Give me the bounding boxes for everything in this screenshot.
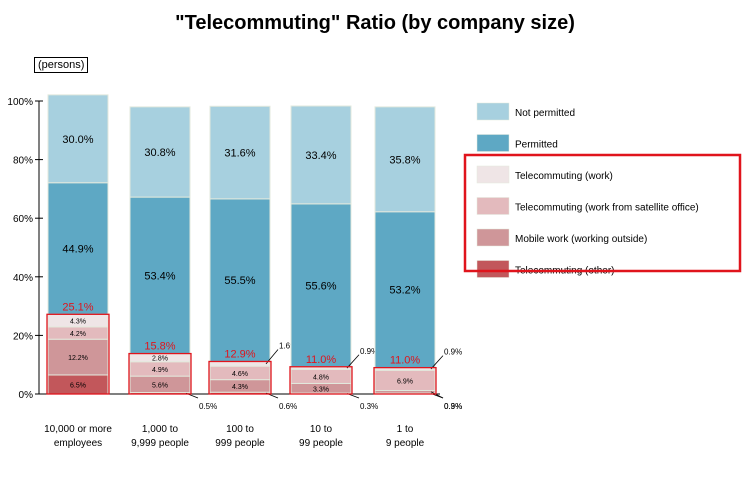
legend-highlight-box bbox=[463, 153, 742, 273]
telecommuting-total-label: 11.0% bbox=[306, 354, 337, 366]
data-label-tc_2: 4.9% bbox=[152, 367, 168, 374]
data-label-tc_1: 0.9% bbox=[360, 347, 378, 356]
data-label-permitted: 55.5% bbox=[224, 275, 255, 287]
legend-label: Permitted bbox=[515, 140, 558, 151]
telecommuting-total-label: 11.0% bbox=[390, 355, 421, 367]
data-label-permitted: 44.9% bbox=[62, 244, 93, 256]
data-label-tc_2: 4.2% bbox=[70, 331, 86, 338]
category-label: 10,000 or more bbox=[44, 424, 112, 435]
y-tick-label: 40% bbox=[13, 273, 33, 284]
unit-label: (persons) bbox=[34, 57, 89, 73]
telecommuting-highlight-box bbox=[373, 366, 437, 395]
data-label-not_permitted: 31.6% bbox=[224, 148, 255, 160]
y-tick-label: 100% bbox=[7, 97, 33, 108]
data-label-tc_4: 0.3% bbox=[360, 402, 378, 411]
data-label-tc_3: 3.3% bbox=[313, 386, 329, 393]
telecommuting-highlight-box bbox=[128, 352, 192, 395]
category-label: 999 people bbox=[215, 438, 265, 449]
data-label-tc_4: 6.5% bbox=[70, 382, 86, 389]
data-label-tc_1: 1.6% bbox=[279, 341, 297, 350]
y-tick-label: 60% bbox=[13, 214, 33, 225]
data-label-tc_3: 5.6% bbox=[152, 382, 168, 389]
category-label: 1,000 to bbox=[142, 424, 179, 435]
legend-label: Mobile work (working outside) bbox=[515, 234, 647, 245]
telecommuting-highlight-box bbox=[46, 313, 110, 395]
category-label: 10 to bbox=[310, 424, 333, 435]
data-label-tc_4: 0.3% bbox=[444, 402, 462, 411]
bar-segment-not_permitted bbox=[47, 94, 109, 184]
data-label-not_permitted: 35.8% bbox=[389, 154, 420, 166]
callout-line bbox=[430, 355, 444, 370]
telecommuting-total-label: 25.1% bbox=[62, 301, 93, 313]
data-label-tc_4: 0.5% bbox=[199, 402, 217, 411]
legend-label: Telecommuting (work) bbox=[515, 171, 613, 182]
category-label: employees bbox=[54, 438, 102, 449]
legend-swatch bbox=[476, 228, 510, 247]
telecommuting-total-label: 15.8% bbox=[144, 341, 175, 353]
legend-swatch bbox=[476, 197, 510, 215]
category-label: 100 to bbox=[226, 424, 254, 435]
data-label-tc_3: 0.9% bbox=[444, 402, 462, 411]
legend-swatch bbox=[476, 260, 510, 278]
legend-swatch bbox=[476, 134, 510, 152]
bar-segment-not_permitted bbox=[209, 105, 271, 200]
data-label-not_permitted: 30.0% bbox=[62, 134, 93, 146]
bar-segment-not_permitted bbox=[374, 106, 436, 213]
data-label-permitted: 55.6% bbox=[305, 280, 336, 292]
telecommuting-highlight-box bbox=[208, 360, 272, 395]
bar-segment-not_permitted bbox=[290, 105, 352, 205]
category-label: 99 people bbox=[299, 438, 343, 449]
telecommuting-highlight-box bbox=[289, 366, 353, 395]
legend-swatch bbox=[476, 102, 510, 121]
data-label-tc_2: 4.6% bbox=[232, 371, 248, 378]
legend-swatch bbox=[476, 165, 510, 184]
data-label-permitted: 53.2% bbox=[389, 285, 420, 297]
category-label: 9,999 people bbox=[131, 438, 189, 449]
data-label-tc_1: 0.9% bbox=[444, 348, 462, 357]
legend-label: Not permitted bbox=[515, 108, 575, 119]
data-label-tc_3: 12.2% bbox=[68, 355, 88, 362]
data-label-tc_2: 4.8% bbox=[313, 374, 329, 381]
legend-label: Telecommuting (work from satellite offic… bbox=[515, 203, 699, 214]
y-tick-label: 0% bbox=[19, 390, 34, 401]
bar-segment-tc_3 bbox=[47, 338, 109, 376]
data-label-tc_3: 4.3% bbox=[232, 384, 248, 391]
bar-segment-permitted bbox=[47, 182, 109, 315]
telecommuting-total-label: 12.9% bbox=[224, 348, 255, 360]
callout-line bbox=[346, 354, 360, 369]
data-label-not_permitted: 30.8% bbox=[144, 147, 175, 159]
bar-segment-not_permitted bbox=[129, 106, 191, 198]
category-label: 9 people bbox=[386, 438, 425, 449]
bar-segment-permitted bbox=[374, 211, 436, 369]
bar-segment-permitted bbox=[209, 198, 271, 362]
y-tick-label: 80% bbox=[13, 156, 33, 167]
y-tick-label: 20% bbox=[13, 331, 33, 342]
data-label-tc_1: 4.3% bbox=[70, 319, 86, 326]
data-label-tc_2: 6.9% bbox=[397, 378, 413, 385]
callout-line bbox=[430, 391, 444, 399]
category-label: 1 to bbox=[397, 424, 414, 435]
chart-title: "Telecommuting" Ratio (by company size) bbox=[175, 12, 575, 34]
data-label-tc_1: 2.8% bbox=[152, 356, 168, 363]
data-label-tc_4: 0.6% bbox=[279, 402, 297, 411]
bar-segment-tc_1 bbox=[209, 360, 271, 367]
data-label-not_permitted: 33.4% bbox=[305, 150, 336, 162]
data-label-permitted: 53.4% bbox=[144, 270, 175, 282]
